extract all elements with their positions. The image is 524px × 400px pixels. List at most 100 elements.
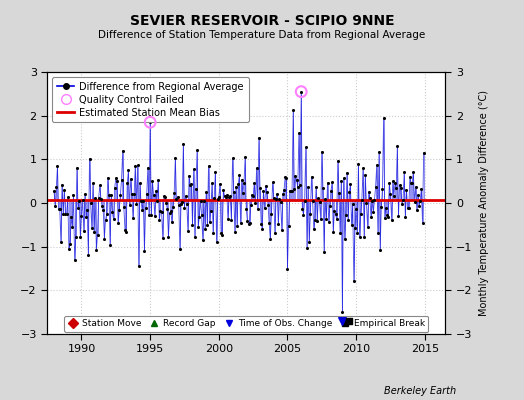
Point <box>297 88 305 95</box>
Point <box>310 226 318 232</box>
Point <box>119 204 128 211</box>
Point <box>307 174 315 180</box>
Point <box>81 191 89 197</box>
Point <box>193 147 201 154</box>
Point <box>123 180 132 187</box>
Point <box>348 201 357 208</box>
Point <box>266 236 275 242</box>
Point <box>251 200 259 206</box>
Point <box>338 318 346 324</box>
Point <box>235 172 244 178</box>
Point <box>192 186 200 192</box>
Point <box>54 206 63 212</box>
Point <box>351 224 359 231</box>
Point <box>355 234 364 240</box>
Point <box>110 216 118 222</box>
Point <box>68 224 77 230</box>
Point <box>128 191 136 198</box>
Point <box>147 212 156 218</box>
Point <box>290 186 299 192</box>
Point <box>379 115 388 121</box>
Point <box>190 166 198 172</box>
Point <box>88 225 96 232</box>
Point <box>309 198 317 205</box>
Point <box>53 163 62 170</box>
Point <box>60 187 69 193</box>
Point <box>137 198 145 204</box>
Point <box>315 199 324 205</box>
Point <box>221 193 229 199</box>
Point <box>124 167 133 174</box>
Point <box>277 198 285 205</box>
Point <box>170 190 178 196</box>
Point <box>300 198 309 204</box>
Point <box>340 175 348 182</box>
Point <box>412 207 421 214</box>
Point <box>180 204 189 211</box>
Point <box>227 217 236 223</box>
Point <box>296 182 304 188</box>
Point <box>228 155 237 161</box>
Point <box>66 241 74 248</box>
Point <box>294 130 303 136</box>
Point <box>325 202 334 209</box>
Point <box>250 180 258 186</box>
Point <box>156 208 165 214</box>
Point <box>409 168 418 175</box>
Point <box>82 214 90 221</box>
Point <box>289 107 298 114</box>
Point <box>361 172 369 178</box>
Point <box>139 198 147 204</box>
Point <box>154 176 162 183</box>
Point <box>56 206 64 212</box>
Point <box>356 210 365 217</box>
Point <box>206 208 215 214</box>
Point <box>407 180 415 186</box>
Point <box>73 165 81 171</box>
Point <box>100 235 108 242</box>
Point <box>161 194 169 200</box>
Point <box>378 186 387 192</box>
Point <box>237 177 246 183</box>
Point <box>233 223 242 230</box>
Point <box>322 216 331 222</box>
Point <box>150 212 159 219</box>
Point <box>402 187 411 193</box>
Point <box>231 228 239 235</box>
Point <box>117 176 126 183</box>
Point <box>279 191 287 198</box>
Point <box>336 230 344 236</box>
Point <box>398 200 406 207</box>
Point <box>280 186 288 193</box>
Point <box>72 234 80 240</box>
Point <box>275 196 283 202</box>
Point <box>256 185 264 191</box>
Point <box>195 214 203 220</box>
Point <box>278 227 286 234</box>
Point <box>331 211 340 218</box>
Point <box>98 202 106 209</box>
Point <box>401 214 410 220</box>
Point <box>292 177 301 183</box>
Point <box>89 180 97 186</box>
Point <box>302 144 310 151</box>
Point <box>318 148 326 155</box>
Point <box>160 193 168 199</box>
Point <box>62 211 71 217</box>
Point <box>369 209 377 216</box>
Point <box>344 217 352 223</box>
Point <box>174 202 183 208</box>
Point <box>329 229 337 235</box>
Point <box>350 278 358 284</box>
Point <box>76 234 84 240</box>
Point <box>202 188 211 195</box>
Point <box>240 180 248 186</box>
Point <box>311 217 319 223</box>
Point <box>159 235 167 241</box>
Point <box>267 210 276 217</box>
Point <box>218 232 226 238</box>
Point <box>299 212 308 218</box>
Point <box>342 212 350 218</box>
Point <box>187 181 195 187</box>
Point <box>163 206 171 212</box>
